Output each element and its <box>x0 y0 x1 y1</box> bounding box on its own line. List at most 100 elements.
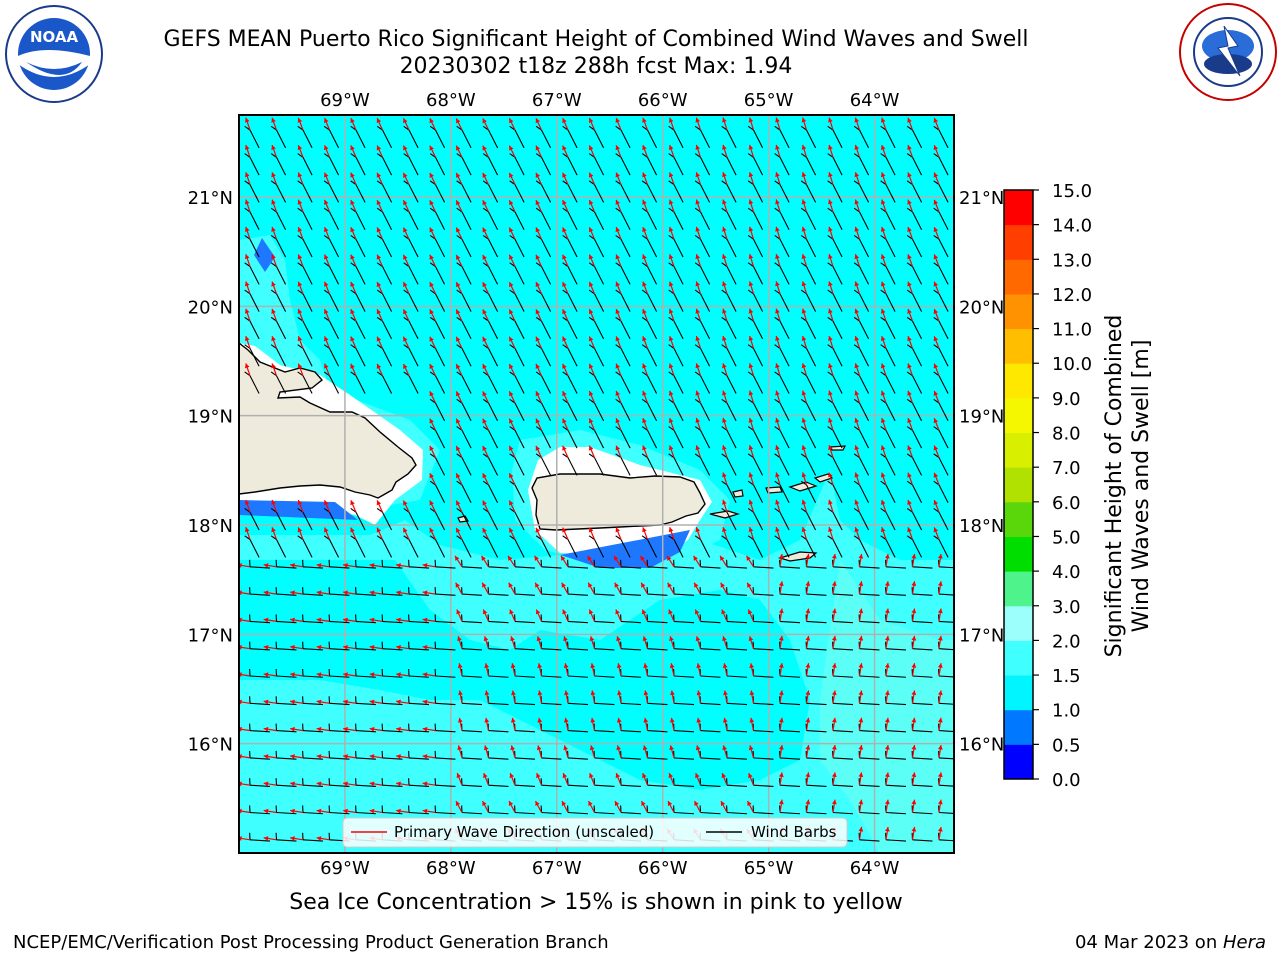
wave-direction-arrowhead <box>642 227 647 232</box>
wave-direction-arrowhead <box>801 445 807 451</box>
wind-barb <box>355 811 376 815</box>
vector-mark <box>747 335 764 367</box>
vector-mark <box>749 690 774 706</box>
wind-barb <box>938 211 949 230</box>
wave-direction-arrowhead <box>775 226 780 232</box>
wind-barb-feather <box>721 535 728 540</box>
vector-mark <box>244 281 260 312</box>
wind-barb <box>753 784 774 788</box>
vector-mark <box>721 499 737 531</box>
wave-direction-arrowhead <box>244 363 250 369</box>
wind-barb-feather <box>747 426 754 431</box>
wave-direction-arrowhead <box>722 226 727 232</box>
vector-mark <box>694 417 711 449</box>
wind-barb <box>912 648 933 651</box>
wind-barb <box>594 593 615 596</box>
vector-mark <box>510 663 535 678</box>
vector-mark <box>853 281 870 312</box>
lat-label-right: 21°N <box>959 188 1004 209</box>
wave-direction-arrowhead <box>429 500 434 506</box>
vector-mark <box>429 199 446 230</box>
wind-barb <box>620 348 631 367</box>
wind-barb <box>514 593 535 596</box>
wind-barb <box>329 620 350 624</box>
wave-direction-arrowhead <box>854 254 860 260</box>
vector-mark <box>562 227 578 258</box>
vector-mark <box>562 281 578 312</box>
wave-direction-arrowhead <box>669 663 675 669</box>
wave-direction-arrowhead <box>456 418 461 424</box>
wind-barb-feather <box>721 153 728 158</box>
wind-barb <box>647 702 668 706</box>
vector-mark <box>396 778 429 788</box>
wind-barb <box>620 593 641 596</box>
vector-mark <box>429 391 446 422</box>
vector-mark <box>536 745 562 760</box>
wave-direction-arrowhead <box>667 582 672 588</box>
vector-mark <box>616 663 641 678</box>
wave-direction-arrowhead <box>884 608 890 614</box>
wave-direction-arrowhead <box>343 754 348 759</box>
vector-mark <box>721 199 737 230</box>
wind-barb-feather <box>827 153 834 158</box>
wave-direction-arrowhead <box>456 391 461 397</box>
vector-mark <box>456 609 482 624</box>
vector-mark <box>402 500 419 531</box>
wind-barb <box>302 157 313 176</box>
wind-barb <box>461 348 472 367</box>
wind-barb <box>859 511 870 531</box>
wind-barb-feather <box>880 207 887 213</box>
wave-direction-arrowhead <box>403 118 408 124</box>
wind-barb-feather <box>827 180 834 186</box>
wave-direction-arrowhead <box>429 364 434 369</box>
vector-mark <box>880 226 896 258</box>
wave-direction-arrowhead <box>880 390 886 396</box>
wind-barb-feather <box>641 344 648 349</box>
wind-barb <box>514 511 525 531</box>
vector-mark <box>800 444 817 476</box>
wind-barb <box>461 620 482 624</box>
vector-mark <box>537 690 562 706</box>
wind-barb <box>885 293 896 312</box>
vector-mark <box>589 745 615 760</box>
wave-direction-arrowhead <box>722 527 727 533</box>
wind-barb <box>647 266 658 285</box>
wind-barb <box>329 784 350 788</box>
wave-direction-arrowhead <box>482 800 487 806</box>
wave-direction-arrowhead <box>509 609 514 615</box>
vector-mark <box>831 581 853 596</box>
wind-barb-feather <box>297 125 304 131</box>
vector-mark <box>800 281 817 312</box>
vector-mark <box>880 172 896 203</box>
lat-label-right: 20°N <box>959 297 1004 318</box>
vector-field <box>239 117 954 842</box>
wind-barb-feather <box>853 289 860 295</box>
wind-barb <box>329 757 350 760</box>
wind-barb <box>779 293 790 312</box>
wind-barb <box>779 648 800 651</box>
vector-mark <box>721 281 737 312</box>
wave-direction-arrowhead <box>537 663 543 669</box>
wind-barb-feather <box>906 453 913 459</box>
vector-mark <box>244 172 260 203</box>
vector-mark <box>643 717 668 733</box>
vector-mark <box>482 145 499 176</box>
wind-barb <box>329 811 350 815</box>
wave-direction-arrowhead <box>668 254 674 260</box>
wind-barb <box>461 293 472 312</box>
wave-direction-arrowhead <box>907 472 912 478</box>
vector-mark <box>535 254 552 285</box>
wave-direction-arrowhead <box>828 390 833 396</box>
wind-barb <box>435 784 456 788</box>
wave-direction-arrowhead <box>588 391 594 397</box>
wave-direction-arrowhead <box>369 617 375 623</box>
wind-barb <box>249 811 270 815</box>
wind-barb <box>806 484 817 503</box>
vector-mark <box>615 254 631 285</box>
vector-mark <box>853 144 870 176</box>
colorbar-frame <box>1003 189 1034 780</box>
wave-direction-arrowhead <box>456 227 461 233</box>
wave-direction-arrowhead <box>509 118 514 124</box>
map-frame <box>238 114 955 854</box>
wind-barb <box>249 702 270 706</box>
